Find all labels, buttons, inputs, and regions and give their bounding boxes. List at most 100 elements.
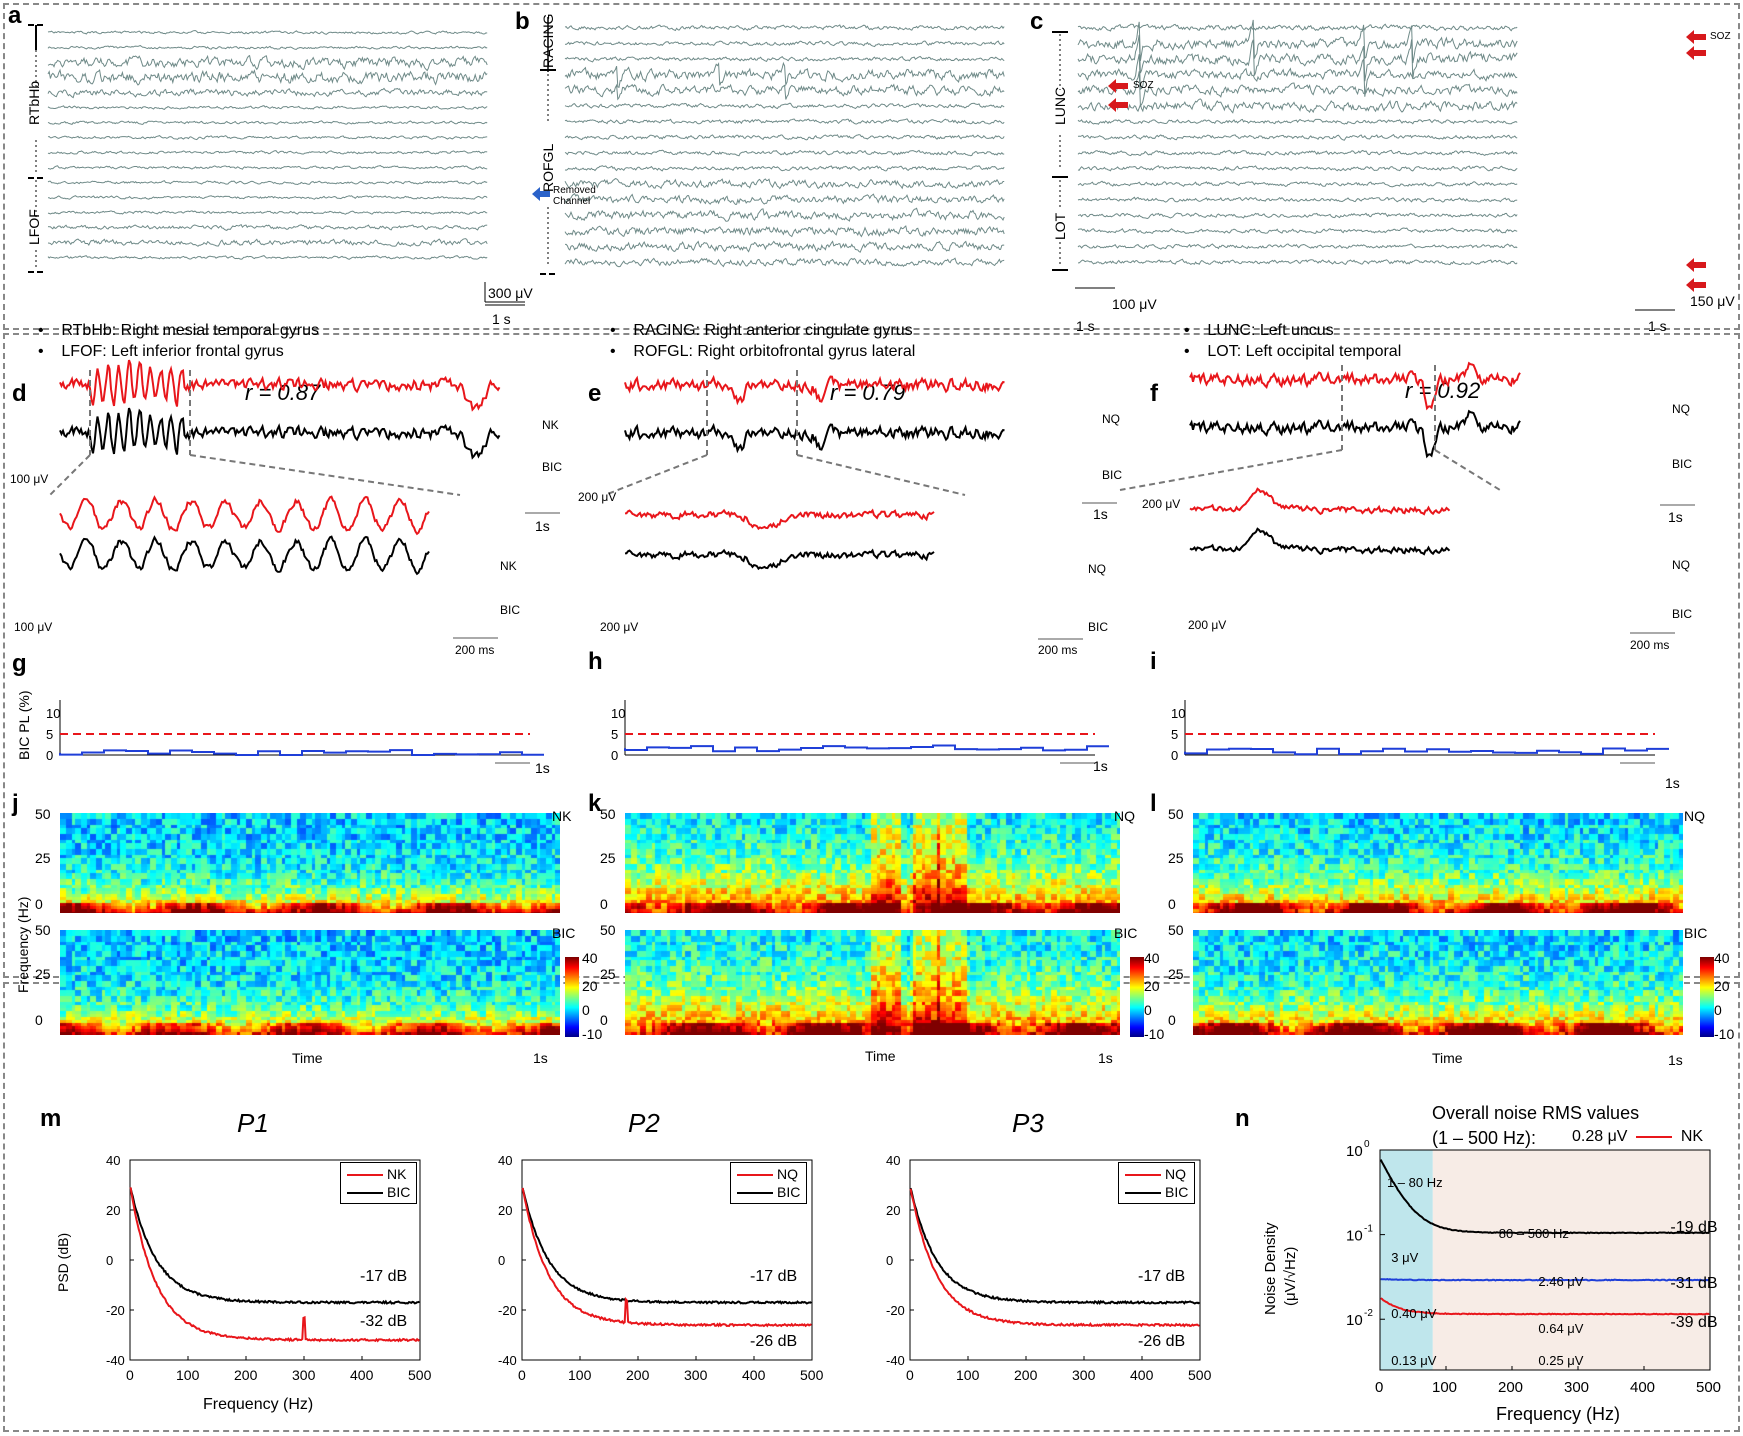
high-val: 0.64 μV: [1538, 1321, 1583, 1336]
rms-value: 0.28 μV: [1572, 1128, 1628, 1145]
colorbar-tick: 40: [1144, 950, 1160, 966]
panel-label-l: l: [1150, 790, 1157, 817]
psd-xtick-label: 100: [956, 1367, 980, 1383]
scalebar-c: [1635, 309, 1675, 311]
ylabel-j: Frequency (Hz): [15, 896, 31, 993]
eeg-channel: [1077, 98, 1518, 114]
eeg-traces-b: [564, 24, 1005, 268]
label-f-bot: BIC: [1672, 457, 1693, 471]
rms-legend-row: 0.28 μV NK: [1572, 1128, 1703, 1146]
scalebar-f: [1660, 504, 1695, 506]
pl-chart-h: 10 5 0: [611, 700, 1109, 764]
psd-xtick-label: 0: [126, 1367, 134, 1383]
band-high-label: 80 – 500 Hz: [1499, 1226, 1569, 1241]
spectrogram-freq-tick: 25: [35, 850, 51, 866]
panel-label-k: k: [588, 790, 602, 817]
psd-series: [129, 1187, 420, 1305]
colorbar-tick: -10: [582, 1026, 603, 1042]
spectrogram-freq-tick: 0: [600, 1012, 608, 1028]
soz-arrow-b2: [1108, 98, 1128, 112]
signal-trace: [59, 359, 501, 412]
ylabel-m: PSD (dB): [55, 1232, 71, 1292]
scale-v-b: 100 μV: [1112, 296, 1157, 312]
noise-xtick-label: 500: [1696, 1379, 1721, 1396]
scale-v-a: 300 μV: [488, 285, 533, 301]
zscale-t-f: 200 ms: [1630, 638, 1670, 652]
eeg-channel: [47, 238, 488, 247]
rms-swatch: [1636, 1135, 1673, 1138]
colorbar-k: [1130, 957, 1144, 1037]
psd-xtick-label: 0: [518, 1367, 526, 1383]
panel-label-i: i: [1150, 648, 1157, 675]
psd-xtick-label: 0: [906, 1367, 914, 1383]
panel-label-a: a: [8, 2, 22, 29]
signal-trace: [624, 508, 935, 531]
psd-db1-p2: -17 dB: [750, 1268, 798, 1285]
band-low-label: 1 – 80 Hz: [1387, 1175, 1443, 1190]
spectrogram-freq-tick: 50: [600, 806, 616, 822]
eeg-channel: [564, 207, 1005, 222]
psd-xtick-label: 300: [1072, 1367, 1096, 1383]
zscale-v-d: 100 μV: [14, 620, 53, 634]
pl-tick: 10: [46, 706, 60, 721]
noise-xtick-label: 200: [1498, 1379, 1523, 1396]
spectrogram-bot-label: BIC: [1684, 925, 1708, 941]
scale-v-c: 150 μV: [1690, 293, 1735, 309]
scalebar-b: [1075, 287, 1115, 289]
note-a-1: • RTbHb: Right mesial temporal gyrus: [38, 322, 319, 339]
pl-tick: 0: [46, 748, 53, 763]
eeg-channel: [564, 55, 1005, 63]
spectrogram-freq-tick: 50: [1168, 806, 1184, 822]
spectrogram-freq-tick: 50: [35, 922, 51, 938]
spectrogram-freq-tick: 50: [600, 922, 616, 938]
band-low: [1380, 1150, 1433, 1370]
psd-ytick-label: -20: [498, 1303, 517, 1318]
n-title-1: Overall noise RMS values: [1432, 1103, 1640, 1123]
label-d-bot: BIC: [542, 460, 563, 474]
eeg-channel: [1077, 54, 1518, 97]
label-e-top: NQ: [1102, 412, 1120, 426]
scalebar-a: [484, 282, 525, 303]
signal-trace: [59, 535, 430, 576]
spectrogram-top-label: NQ: [1114, 808, 1135, 824]
pl-tick: 5: [46, 727, 53, 742]
psd-xtick-label: 400: [742, 1367, 766, 1383]
scalebar-d: [525, 512, 560, 514]
eeg-channel: [1077, 149, 1518, 157]
soz-arrow-c2: [1686, 46, 1706, 60]
n-title-2: (1 – 500 Hz):: [1432, 1128, 1537, 1148]
label-f-top: NQ: [1672, 402, 1690, 416]
psd-xtick-label: 300: [684, 1367, 708, 1383]
psd-xtick-label: 200: [234, 1367, 258, 1383]
psd-db1-p3: -17 dB: [1138, 1268, 1186, 1285]
psd-ytick-label: 40: [106, 1153, 120, 1168]
pl-tick: 0: [1171, 748, 1178, 763]
scale-t-k: 1s: [1098, 1050, 1113, 1066]
eeg-channel: [1077, 180, 1518, 188]
note-a-2: • LFOF: Left inferior frontal gyrus: [38, 343, 284, 360]
eeg-channel: [1077, 118, 1518, 125]
psd-db2-p2: -26 dB: [750, 1333, 798, 1350]
spectrogram-freq-tick: 0: [35, 1012, 43, 1028]
eeg-channel: [1077, 134, 1518, 141]
spectrogram-freq-tick: 0: [1168, 896, 1176, 912]
psd-ytick-label: -20: [106, 1303, 125, 1318]
noise-xtick-label: 300: [1564, 1379, 1589, 1396]
psd-xtick-label: 200: [1014, 1367, 1038, 1383]
spectrogram-bot-label: BIC: [552, 925, 576, 941]
eeg-channel: [47, 150, 488, 155]
colorbar-j: [565, 957, 579, 1037]
eeg-channel: [47, 210, 488, 215]
colorbar-tick: 40: [1714, 950, 1730, 966]
noise-xtick-label: 100: [1432, 1379, 1457, 1396]
panel-label-c: c: [1030, 8, 1044, 35]
bracket-b: [540, 17, 556, 275]
eeg-channel: [1077, 23, 1518, 32]
colorbar-tick: 0: [1714, 1002, 1722, 1018]
spectrogram-freq-tick: 25: [600, 966, 616, 982]
psd-ytick-label: -20: [886, 1303, 905, 1318]
spectrogram-j-top: [60, 813, 560, 913]
zscale-t-e: 200 ms: [1038, 643, 1078, 657]
panel-label-b: b: [515, 8, 530, 35]
